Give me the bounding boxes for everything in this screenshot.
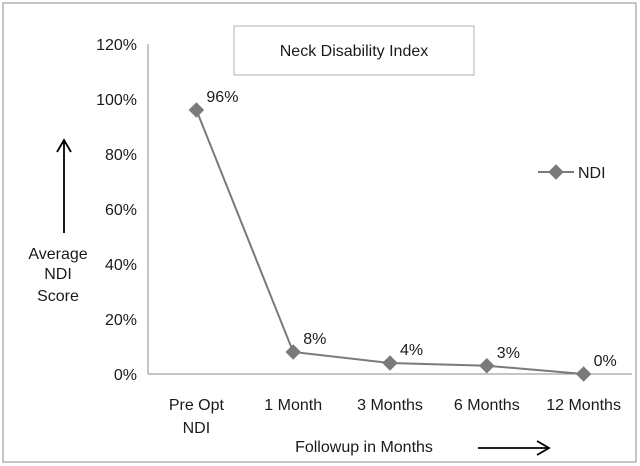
data-label: 0% <box>594 353 617 370</box>
x-category-label: NDI <box>183 420 211 437</box>
data-label: 3% <box>497 345 520 362</box>
x-category-label: 6 Months <box>454 397 520 414</box>
y-tick-label: 40% <box>105 257 137 274</box>
y-tick-label: 60% <box>105 202 137 219</box>
y-tick-label: 0% <box>114 367 137 384</box>
y-tick-labels: 0% 20% 40% 60% 80% 100% 120% <box>96 37 137 384</box>
data-label: 96% <box>206 89 238 106</box>
x-category-labels: Pre Opt NDI 1 Month 3 Months 6 Months 12 Mont… <box>169 397 621 437</box>
x-category-label: 3 Months <box>357 397 423 414</box>
legend-marker <box>548 164 564 180</box>
data-label: 4% <box>400 342 423 359</box>
x-category-label: 12 Months <box>546 397 621 414</box>
y-axis-arrow <box>56 138 72 233</box>
data-label: 8% <box>303 331 326 348</box>
legend: NDI <box>538 164 606 182</box>
x-category-label: 1 Month <box>264 397 322 414</box>
y-tick-label: 20% <box>105 312 137 329</box>
y-tick-label: 80% <box>105 147 137 164</box>
legend-label-ndi: NDI <box>578 165 606 182</box>
data-point-marker <box>188 102 205 118</box>
y-axis-label-line-1: Average <box>28 246 87 263</box>
chart-title: Neck Disability Index <box>280 43 429 60</box>
title-box <box>233 25 475 76</box>
x-category-label: Pre Opt <box>169 397 225 414</box>
y-tick-label: 120% <box>96 37 137 54</box>
y-axis-label-line-3: Score <box>37 288 79 305</box>
x-axis-label: Followup in Months <box>295 439 433 456</box>
y-tick-label: 100% <box>96 92 137 109</box>
y-axis-label-line-2: NDI <box>44 266 72 283</box>
x-axis-arrow <box>478 440 551 456</box>
